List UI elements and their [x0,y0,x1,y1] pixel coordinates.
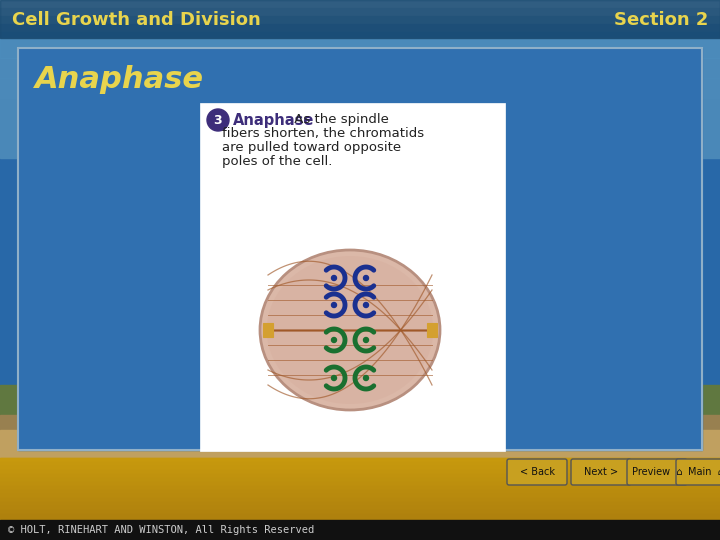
Bar [0,98,720,118]
Bar [18,48,702,450]
Text: Main  ⌂: Main ⌂ [688,467,720,477]
Bar [0,430,720,460]
Text: fibers shorten, the chromatids: fibers shorten, the chromatids [222,127,424,140]
Bar [0,38,720,458]
Text: < Back: < Back [520,467,554,477]
Bar [0,0,720,9]
Bar [0,8,720,17]
Bar [263,323,273,337]
Bar [0,482,720,487]
Text: are pulled toward opposite: are pulled toward opposite [222,141,401,154]
Circle shape [207,109,229,131]
Bar [0,494,720,498]
Circle shape [331,338,336,342]
Bar [0,486,720,490]
Bar [0,0,720,38]
Bar [0,470,720,475]
Bar [0,498,720,503]
Circle shape [331,375,336,381]
Bar [0,474,720,478]
Text: 3: 3 [214,113,222,126]
Bar [0,510,720,515]
Text: Section 2: Section 2 [613,11,708,29]
Bar [0,415,720,458]
Text: poles of the cell.: poles of the cell. [222,156,333,168]
Ellipse shape [266,256,433,404]
Circle shape [364,375,369,381]
Bar [0,458,720,462]
Bar [0,16,720,25]
Bar [0,462,720,467]
FancyBboxPatch shape [676,459,720,485]
Bar [0,118,720,138]
Circle shape [364,302,369,307]
Circle shape [331,302,336,307]
Bar [0,466,720,470]
Circle shape [364,338,369,342]
Text: Anaphase: Anaphase [233,112,315,127]
FancyBboxPatch shape [571,459,631,485]
Text: Anaphase: Anaphase [35,65,204,94]
Circle shape [331,275,336,280]
Bar [0,385,720,435]
Ellipse shape [260,250,440,410]
Bar [0,514,720,518]
Text: Preview  ⌂: Preview ⌂ [631,467,683,477]
Bar [427,323,437,337]
Text: Cell Growth and Division: Cell Growth and Division [12,11,261,29]
Bar [0,24,720,33]
Bar [200,103,505,451]
Bar [0,502,720,507]
Bar [0,38,720,58]
FancyBboxPatch shape [627,459,687,485]
Circle shape [364,275,369,280]
Bar [0,58,720,78]
Bar [0,32,720,41]
Bar [0,458,720,518]
Bar [0,78,720,98]
Bar [0,478,720,483]
Bar [0,506,720,510]
Bar [0,38,720,158]
FancyBboxPatch shape [507,459,567,485]
Bar [0,490,720,495]
Bar [0,520,720,540]
Text: © HOLT, RINEHART AND WINSTON, All Rights Reserved: © HOLT, RINEHART AND WINSTON, All Rights… [8,525,314,535]
Text: As the spindle: As the spindle [290,113,389,126]
Text: Next >: Next > [584,467,618,477]
